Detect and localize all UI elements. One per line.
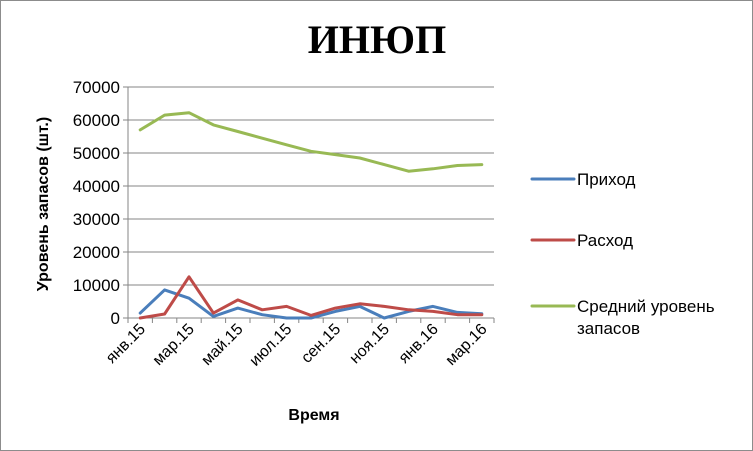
series-line-0 <box>138 288 484 320</box>
x-axis-ticks: янв.15 мар.15 май.15 июл.15 сен.15 ноя.15 янв.… <box>103 318 495 370</box>
series-lines <box>138 111 484 320</box>
gridlines <box>128 86 494 286</box>
y-axis-ticks: 0 10000 20000 30000 40000 50000 60000 70000 <box>73 78 128 328</box>
axes <box>127 87 494 319</box>
legend-label-2: Средний уровень запасов <box>577 297 715 338</box>
x-tick-label-1: мар.15 <box>150 321 198 369</box>
x-tick-label-4: сен.15 <box>298 321 344 367</box>
x-tick-label-7: мар.16 <box>443 321 491 369</box>
y-tick-label-0: 0 <box>111 309 120 328</box>
y-axis-title: Уровень запасов (шт.) <box>35 117 52 291</box>
legend-label-1: Расход <box>577 231 633 250</box>
y-tick-label-4: 40000 <box>73 177 120 196</box>
chart-title: ИНЮП <box>308 17 446 62</box>
x-axis-title: Время <box>288 407 339 424</box>
y-tick-label-5: 50000 <box>73 144 120 163</box>
legend: Приход Расход Средний уровень запасов <box>530 170 715 338</box>
y-tick-label-3: 30000 <box>73 210 120 229</box>
x-tick-label-2: май.15 <box>198 321 246 369</box>
y-tick-label-2: 20000 <box>73 243 120 262</box>
series-line-1 <box>138 275 484 320</box>
series-line-2 <box>138 111 484 173</box>
y-tick-label-1: 10000 <box>73 276 120 295</box>
y-tick-label-6: 60000 <box>73 111 120 130</box>
legend-label-0: Приход <box>577 170 636 189</box>
y-tick-label-7: 70000 <box>73 78 120 97</box>
x-tick-label-3: июл.15 <box>247 321 296 370</box>
x-tick-label-5: ноя.15 <box>347 321 393 367</box>
x-tick-label-6: янв.16 <box>396 321 442 367</box>
